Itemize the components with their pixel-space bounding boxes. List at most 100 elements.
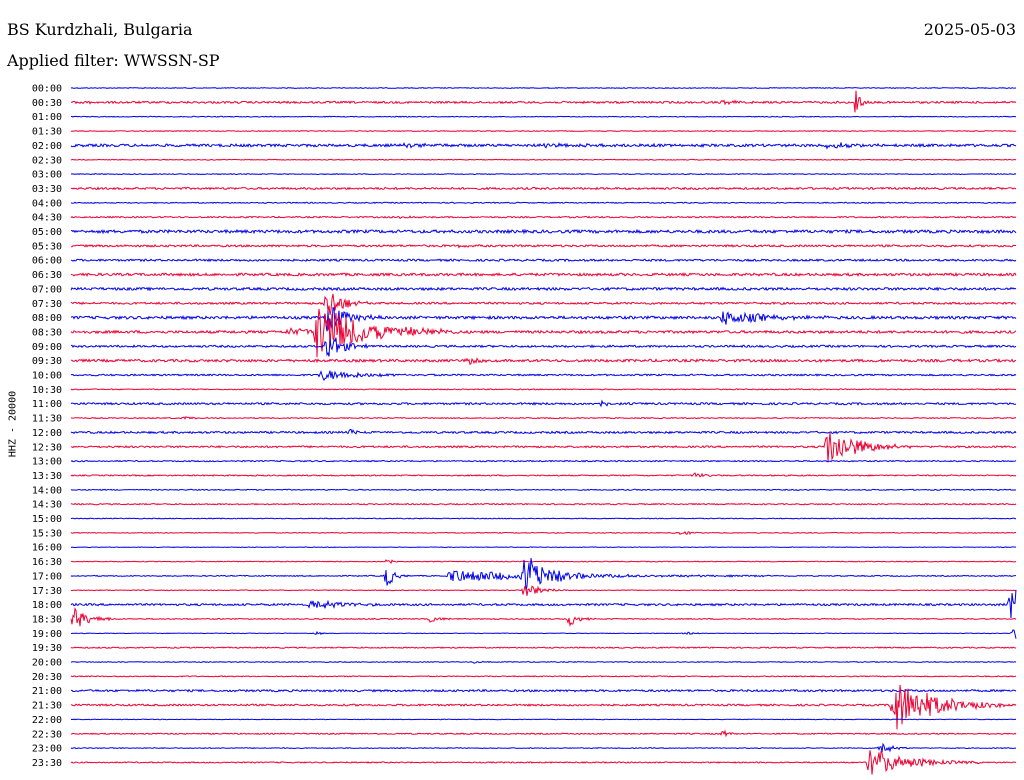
time-label: 04:00 (32, 198, 62, 209)
trace-1330 (70, 472, 1017, 478)
time-label: 15:30 (32, 528, 62, 539)
trace-2000 (70, 660, 1017, 664)
trace-0830 (70, 308, 1017, 358)
trace-0100 (70, 115, 1017, 118)
time-label: 00:30 (32, 98, 62, 109)
time-label: 05:30 (32, 241, 62, 252)
trace-1400 (70, 488, 1017, 491)
trace-0600 (70, 258, 1017, 263)
time-label: 14:30 (32, 500, 62, 511)
trace-0430 (70, 215, 1017, 219)
time-label: 17:30 (32, 586, 62, 597)
trace-1930 (70, 646, 1017, 649)
time-label: 22:30 (32, 729, 62, 740)
time-label: 20:30 (32, 672, 62, 683)
time-label: 18:00 (32, 600, 62, 611)
trace-1100 (70, 399, 1017, 408)
filter-label: Applied filter: WWSSN-SP (7, 51, 220, 70)
trace-0630 (70, 272, 1017, 278)
time-label: 13:30 (32, 471, 62, 482)
time-label: 09:00 (32, 342, 62, 353)
time-label: 23:00 (32, 744, 62, 755)
time-label: 05:00 (32, 227, 62, 238)
trace-1230 (70, 432, 1017, 463)
trace-2030 (70, 675, 1017, 678)
trace-0730 (70, 293, 1017, 316)
trace-1430 (70, 502, 1017, 506)
trace-0330 (70, 186, 1017, 191)
time-label: 04:30 (32, 213, 62, 224)
trace-1030 (70, 388, 1017, 391)
time-label: 16:30 (32, 557, 62, 568)
time-label: 00:00 (32, 84, 62, 95)
time-label: 19:30 (32, 643, 62, 654)
time-label: 07:00 (32, 284, 62, 295)
trace-0300 (70, 173, 1017, 176)
time-label: 03:00 (32, 170, 62, 181)
time-label: 18:30 (32, 614, 62, 625)
time-label: 12:00 (32, 428, 62, 439)
time-label: 06:30 (32, 270, 62, 281)
time-label: 16:00 (32, 543, 62, 554)
trace-1830 (70, 607, 1017, 628)
time-label: 13:00 (32, 457, 62, 468)
time-label: 14:00 (32, 485, 62, 496)
time-label: 20:00 (32, 658, 62, 669)
time-label: 06:00 (32, 256, 62, 267)
trace-1000 (70, 370, 1017, 382)
record-date: 2025-05-03 (923, 20, 1016, 39)
trace-1600 (70, 546, 1017, 549)
trace-0900 (71, 337, 1017, 357)
trace-1800 (70, 589, 1017, 619)
trace-2130 (70, 684, 1017, 730)
trace-2300 (70, 742, 1017, 753)
time-label: 21:00 (32, 686, 62, 697)
time-label: 01:30 (32, 127, 62, 138)
time-label: 22:00 (32, 715, 62, 726)
time-label: 12:30 (32, 442, 62, 453)
trace-0130 (70, 130, 1017, 133)
trace-0230 (70, 158, 1017, 161)
time-label: 08:30 (32, 327, 62, 338)
trace-0800 (70, 306, 1017, 332)
trace-0030 (70, 90, 1017, 113)
trace-2100 (70, 688, 1017, 693)
time-label: 02:30 (32, 155, 62, 166)
trace-2330 (70, 750, 1017, 775)
trace-1130 (70, 415, 1017, 420)
time-label: 11:30 (32, 414, 62, 425)
trace-0200 (70, 142, 1017, 150)
time-label: 10:30 (32, 385, 62, 396)
time-label: 10:00 (32, 371, 62, 382)
trace-0930 (71, 357, 1017, 366)
time-label: 02:00 (32, 141, 62, 152)
time-label: 07:30 (32, 299, 62, 310)
trace-1730 (70, 585, 1017, 596)
trace-0500 (70, 228, 1017, 235)
time-label: 09:30 (32, 356, 62, 367)
trace-1900 (70, 629, 1017, 639)
trace-0530 (71, 243, 1016, 249)
trace-2200 (70, 718, 1017, 721)
trace-0400 (70, 201, 1017, 204)
trace-1700 (70, 558, 1016, 592)
time-label: 01:00 (32, 112, 62, 123)
time-label: 15:00 (32, 514, 62, 525)
trace-1200 (70, 428, 1017, 435)
trace-0700 (70, 286, 1017, 292)
trace-2230 (70, 729, 1017, 738)
time-label: 17:00 (32, 571, 62, 582)
time-label: 19:00 (32, 629, 62, 640)
time-label: 23:30 (32, 758, 62, 769)
trace-1300 (70, 459, 1017, 463)
trace-1530 (70, 531, 1017, 536)
time-label: 11:00 (32, 399, 62, 410)
trace-1630 (70, 559, 1017, 565)
time-label: 08:00 (32, 313, 62, 324)
station-title: BS Kurdzhali, Bulgaria (7, 20, 193, 39)
time-label: 21:30 (32, 701, 62, 712)
time-label: 03:30 (32, 184, 62, 195)
trace-1500 (70, 517, 1017, 520)
trace-0000 (70, 86, 1017, 90)
